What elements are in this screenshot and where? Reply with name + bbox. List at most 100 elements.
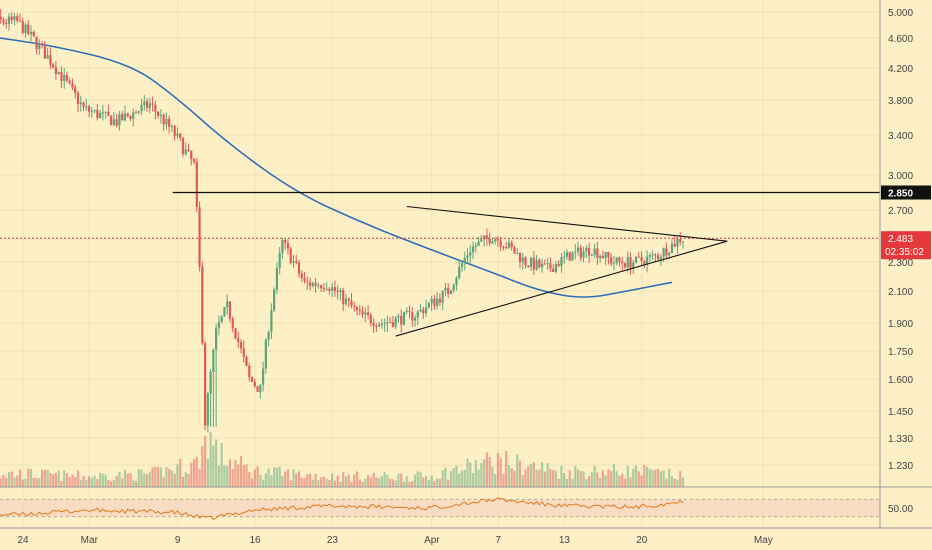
- candle: [391, 315, 395, 328]
- volume-bar: [676, 479, 679, 487]
- volume-bar: [441, 470, 444, 487]
- candle-body: [245, 356, 248, 366]
- candle-body: [57, 72, 60, 75]
- candle-body: [654, 254, 657, 256]
- candle: [93, 109, 96, 114]
- candle-body: [427, 302, 430, 308]
- rsi-line: [0, 497, 684, 521]
- candle: [449, 289, 453, 295]
- candle-body: [499, 240, 502, 247]
- candle-body: [35, 36, 38, 50]
- volume-bar: [483, 459, 486, 487]
- candle: [215, 324, 218, 427]
- volume-bar: [629, 477, 632, 487]
- volume-bar: [46, 470, 49, 487]
- volume-bar: [41, 469, 44, 487]
- volume-bar: [554, 470, 558, 487]
- candle: [82, 101, 85, 111]
- countdown-label: 02:35:02: [885, 247, 924, 258]
- triangle-upper-line: [406, 205, 728, 242]
- candle-body: [76, 93, 80, 105]
- volume-bar: [184, 472, 187, 487]
- volume-bar: [424, 476, 428, 487]
- candle-body: [471, 246, 475, 253]
- candle: [281, 237, 284, 259]
- volume-bar: [615, 471, 618, 487]
- candle: [104, 111, 107, 119]
- candle-body: [629, 257, 632, 268]
- volume-bar: [38, 478, 41, 487]
- candle: [96, 104, 99, 121]
- volume-bar: [187, 474, 190, 487]
- volume-bar: [657, 468, 660, 487]
- volume-bar: [623, 478, 627, 487]
- candle-body: [657, 255, 660, 260]
- volume-bar: [336, 475, 339, 487]
- candle-body: [361, 310, 364, 315]
- volume-bar: [2, 474, 5, 487]
- volume-bar: [123, 469, 127, 487]
- volume-bar: [438, 478, 441, 487]
- candle: [339, 288, 342, 301]
- time-tick-label: 13: [559, 535, 571, 546]
- candle: [342, 287, 345, 312]
- candle-body: [217, 322, 220, 328]
- candle: [168, 115, 171, 134]
- candle: [601, 250, 604, 259]
- candle-body: [347, 298, 350, 301]
- candle: [303, 271, 306, 284]
- candle: [35, 36, 38, 55]
- candle-body: [223, 307, 226, 317]
- candle-body: [502, 246, 505, 248]
- candle-body: [634, 256, 638, 263]
- candle: [10, 12, 13, 25]
- candle-body: [505, 247, 508, 249]
- volume-bar: [494, 474, 497, 487]
- volume-bar: [303, 477, 306, 487]
- volume-bar: [612, 463, 616, 487]
- volume-bar: [228, 459, 232, 487]
- candle-body: [331, 287, 334, 291]
- candle: [552, 264, 555, 273]
- candle: [198, 201, 201, 272]
- volume-bar: [416, 471, 419, 487]
- volume-bar: [372, 472, 375, 487]
- candle-body: [115, 119, 118, 126]
- volume-bar: [394, 480, 397, 487]
- candle-body: [391, 322, 395, 327]
- volume-bar: [601, 470, 604, 487]
- candle: [250, 376, 254, 383]
- volume-bar: [308, 473, 312, 487]
- candle: [162, 112, 165, 131]
- candle-body: [488, 238, 491, 244]
- candle: [203, 341, 207, 431]
- candle-body: [516, 253, 519, 255]
- candle-body: [424, 307, 428, 314]
- candle: [27, 19, 30, 36]
- candle-body: [170, 126, 174, 128]
- volume-bar: [245, 464, 248, 487]
- volume-bar: [165, 467, 168, 487]
- candle-body: [670, 243, 674, 254]
- volume-bar: [587, 476, 591, 487]
- candle: [253, 378, 256, 388]
- volume-bar: [201, 445, 204, 487]
- candle-body: [438, 298, 441, 303]
- candle: [466, 248, 469, 264]
- candle-body: [29, 32, 33, 35]
- candle: [140, 98, 143, 115]
- candle-body: [212, 349, 215, 373]
- last-price-box: [881, 231, 931, 260]
- volume-bar: [259, 474, 262, 487]
- volume-bar: [90, 477, 93, 487]
- candle: [681, 241, 685, 249]
- candle: [43, 40, 46, 59]
- candle: [311, 281, 314, 288]
- candle: [320, 284, 323, 292]
- candle-body: [162, 114, 165, 125]
- candle-body: [270, 310, 273, 332]
- candle: [599, 254, 602, 263]
